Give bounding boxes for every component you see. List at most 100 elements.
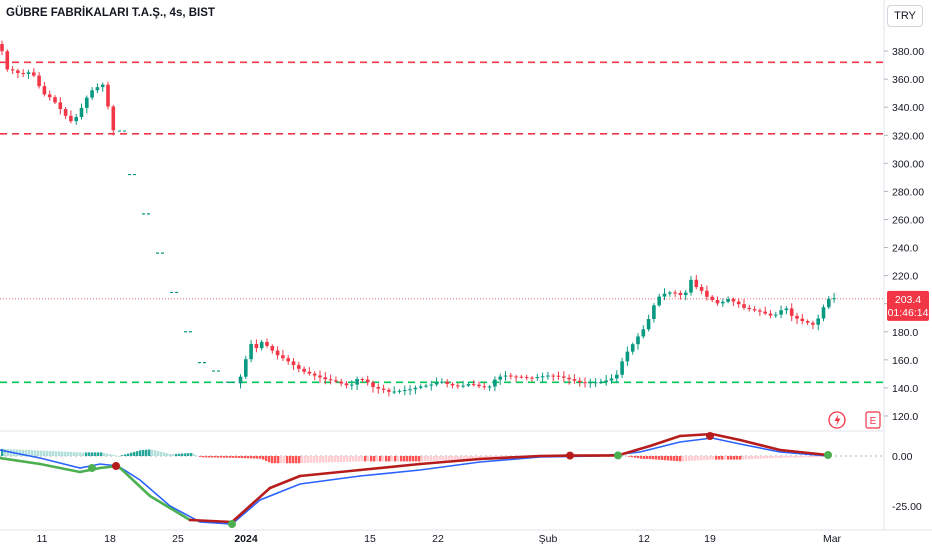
macd-hist-bar <box>247 456 250 459</box>
macd-hist-bar <box>235 456 238 458</box>
candle-body <box>85 97 89 108</box>
macd-hist-bar <box>337 456 340 463</box>
candle-body <box>800 318 805 322</box>
macd-hist-bar <box>106 453 109 456</box>
macd-hist-bar <box>328 456 331 463</box>
macd-hist-bar <box>319 456 322 463</box>
candle-body <box>540 376 545 378</box>
macd-hist-bar <box>43 450 46 456</box>
macd-hist-bar <box>97 452 100 456</box>
macd-hist-bar <box>175 453 178 456</box>
macd-hist-bar <box>424 456 427 462</box>
candle-body <box>774 314 778 316</box>
macd-hist-bar <box>391 456 394 462</box>
time-tick-label: 11 <box>37 533 48 545</box>
macd-hist-bar <box>364 456 367 462</box>
macd-hist-bar <box>475 456 478 459</box>
macd-hist-bar <box>625 456 628 457</box>
macd-hist-bar <box>40 450 43 456</box>
candle-body <box>514 376 518 378</box>
signal-line-segment <box>116 464 152 498</box>
macd-hist-bar <box>136 451 139 456</box>
alert-button[interactable] <box>828 411 846 429</box>
gap-dashes <box>118 130 236 383</box>
macd-hist-bar <box>229 456 232 458</box>
macd-hist-bar <box>34 450 37 456</box>
macd-hist-bar <box>811 456 814 458</box>
signal-line-segment <box>148 494 192 522</box>
candle-body <box>509 375 513 377</box>
candle-body <box>668 292 672 294</box>
macd-hist-bar <box>61 451 64 456</box>
candle-body <box>445 381 449 384</box>
macd-hist-bar <box>268 456 271 463</box>
candle-body <box>784 308 789 311</box>
candle-body <box>323 377 328 380</box>
macd-hist-bar <box>802 456 805 458</box>
candle-body <box>572 379 577 381</box>
macd-hist-bar <box>772 456 775 459</box>
macd-hist-bar <box>688 456 691 461</box>
macd-hist-bar <box>751 456 754 460</box>
macd-hist-bar <box>4 448 7 456</box>
macd-hist-bar <box>196 455 199 457</box>
macd-hist-bar <box>124 454 127 456</box>
macd-hist-bar <box>304 456 307 464</box>
candle-body <box>403 390 407 392</box>
macd-hist-bar <box>271 456 274 464</box>
macd-hist-bar <box>169 453 172 456</box>
macd-hist-bar <box>727 456 730 460</box>
macd-hist-bar <box>28 450 31 456</box>
earnings-marker[interactable]: E <box>865 411 881 429</box>
macd-hist-bar <box>703 456 706 461</box>
macd-hist-bar <box>352 456 355 462</box>
candle-body <box>487 386 492 388</box>
candle-body <box>673 292 677 294</box>
signal-line-segment <box>230 486 272 524</box>
candle-body <box>699 287 704 291</box>
price-tick-label: 380.00 <box>892 46 924 58</box>
macd-hist-bar <box>742 456 745 460</box>
candle-body <box>662 293 667 297</box>
macd-hist-bar <box>310 456 313 463</box>
signal-line-segment <box>268 474 302 490</box>
symbol-title: GÜBRE FABRİKALARI T.A.Ş., 4s, BIST <box>6 7 215 19</box>
macd-hist-bar <box>238 456 241 459</box>
macd-hist-bar <box>193 454 196 456</box>
earnings-icon: E <box>870 416 877 427</box>
candle-body <box>355 379 359 385</box>
candle-body <box>328 379 333 381</box>
macd-hist-bar <box>127 453 130 456</box>
currency-button[interactable]: TRY <box>887 5 923 27</box>
candle-body <box>715 300 720 304</box>
macd-hist-bar <box>211 456 214 458</box>
candle-body <box>471 384 476 386</box>
candle-body <box>100 84 105 88</box>
macd-hist-bar <box>643 456 646 459</box>
candle-body <box>456 385 460 387</box>
candle-body <box>562 376 566 378</box>
macd-hist-bar <box>376 456 379 462</box>
time-axis[interactable]: 11 18 25 2024 15 22 Şub 12 19 Mar <box>37 533 842 545</box>
macd-hist-bar <box>226 456 229 458</box>
macd-hist-bar <box>349 456 352 462</box>
macd-hist-bar <box>313 456 316 463</box>
candle-body <box>360 379 365 381</box>
price-axis[interactable]: 380.00 360.00 340.00 320.00 300.00 280.00 260.… <box>884 46 924 513</box>
time-tick-label: 2024 <box>234 533 258 545</box>
candle-body <box>599 382 603 384</box>
macd-hist-bar <box>670 456 673 461</box>
macd-hist-bar <box>343 456 346 462</box>
macd-hist-bar <box>799 456 802 458</box>
candle-body <box>604 380 608 383</box>
price-tick-label: 300.00 <box>892 158 924 170</box>
time-tick-label: 22 <box>432 533 444 545</box>
macd-hist-bar <box>649 456 652 460</box>
macd-hist-bar <box>1 448 4 456</box>
macd-hist-bar <box>37 450 40 456</box>
macd-hist-bar <box>340 456 343 462</box>
macd-hist-bar <box>7 449 10 456</box>
cross-point <box>706 432 714 440</box>
time-tick-label: 19 <box>704 533 716 545</box>
